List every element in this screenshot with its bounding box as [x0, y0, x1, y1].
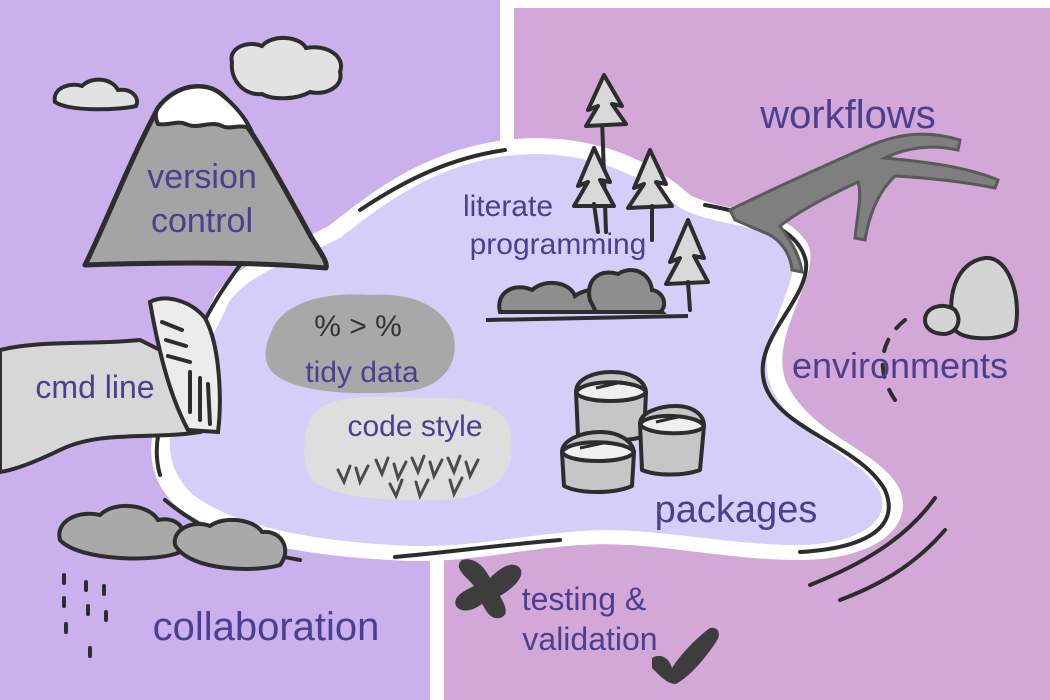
- wind-lines: [808, 496, 947, 602]
- label-testing-line2: validation: [522, 621, 657, 657]
- rocks: [922, 256, 1019, 341]
- label-literate-line1: literate: [463, 190, 553, 223]
- label-code-style: code style: [347, 410, 482, 443]
- label-testing-line1: testing &: [522, 581, 647, 617]
- trail-dashes: [880, 318, 907, 402]
- label-version-control-line1: version: [147, 158, 257, 196]
- label-tidy-data: tidy data: [305, 356, 419, 389]
- cmd-line-terminal: [147, 296, 222, 435]
- cloud-left: [52, 77, 139, 112]
- branch: [727, 132, 1000, 274]
- label-environments: environments: [792, 345, 1008, 386]
- rain-drops: [62, 573, 108, 658]
- label-collaboration: collaboration: [153, 605, 380, 649]
- trees: [572, 73, 710, 312]
- bushes: [485, 268, 689, 322]
- label-packages: packages: [655, 489, 818, 531]
- white-gap-bottom: [430, 555, 444, 700]
- cmd-line-banner: [0, 337, 203, 475]
- cloud-right: [229, 36, 344, 101]
- check-mark: [652, 627, 719, 684]
- white-gap-top: [500, 0, 514, 150]
- label-cmd-line: cmd line: [35, 369, 154, 405]
- label-workflows: workflows: [759, 93, 936, 137]
- label-version-control-line2: control: [151, 202, 253, 240]
- label-literate-line2: programming: [470, 228, 647, 261]
- terminal-lines: [160, 320, 212, 426]
- cross-mark: [455, 559, 522, 619]
- code-style-blob: [304, 396, 512, 501]
- grass-tufts: [336, 454, 480, 501]
- mountain-snow: [153, 84, 254, 132]
- storm-clouds: [57, 503, 288, 571]
- tidy-data-blob: [265, 294, 455, 394]
- package-boxes: [560, 370, 706, 494]
- mountain: [82, 83, 329, 271]
- label-tidy-symbols: % > %: [314, 310, 402, 343]
